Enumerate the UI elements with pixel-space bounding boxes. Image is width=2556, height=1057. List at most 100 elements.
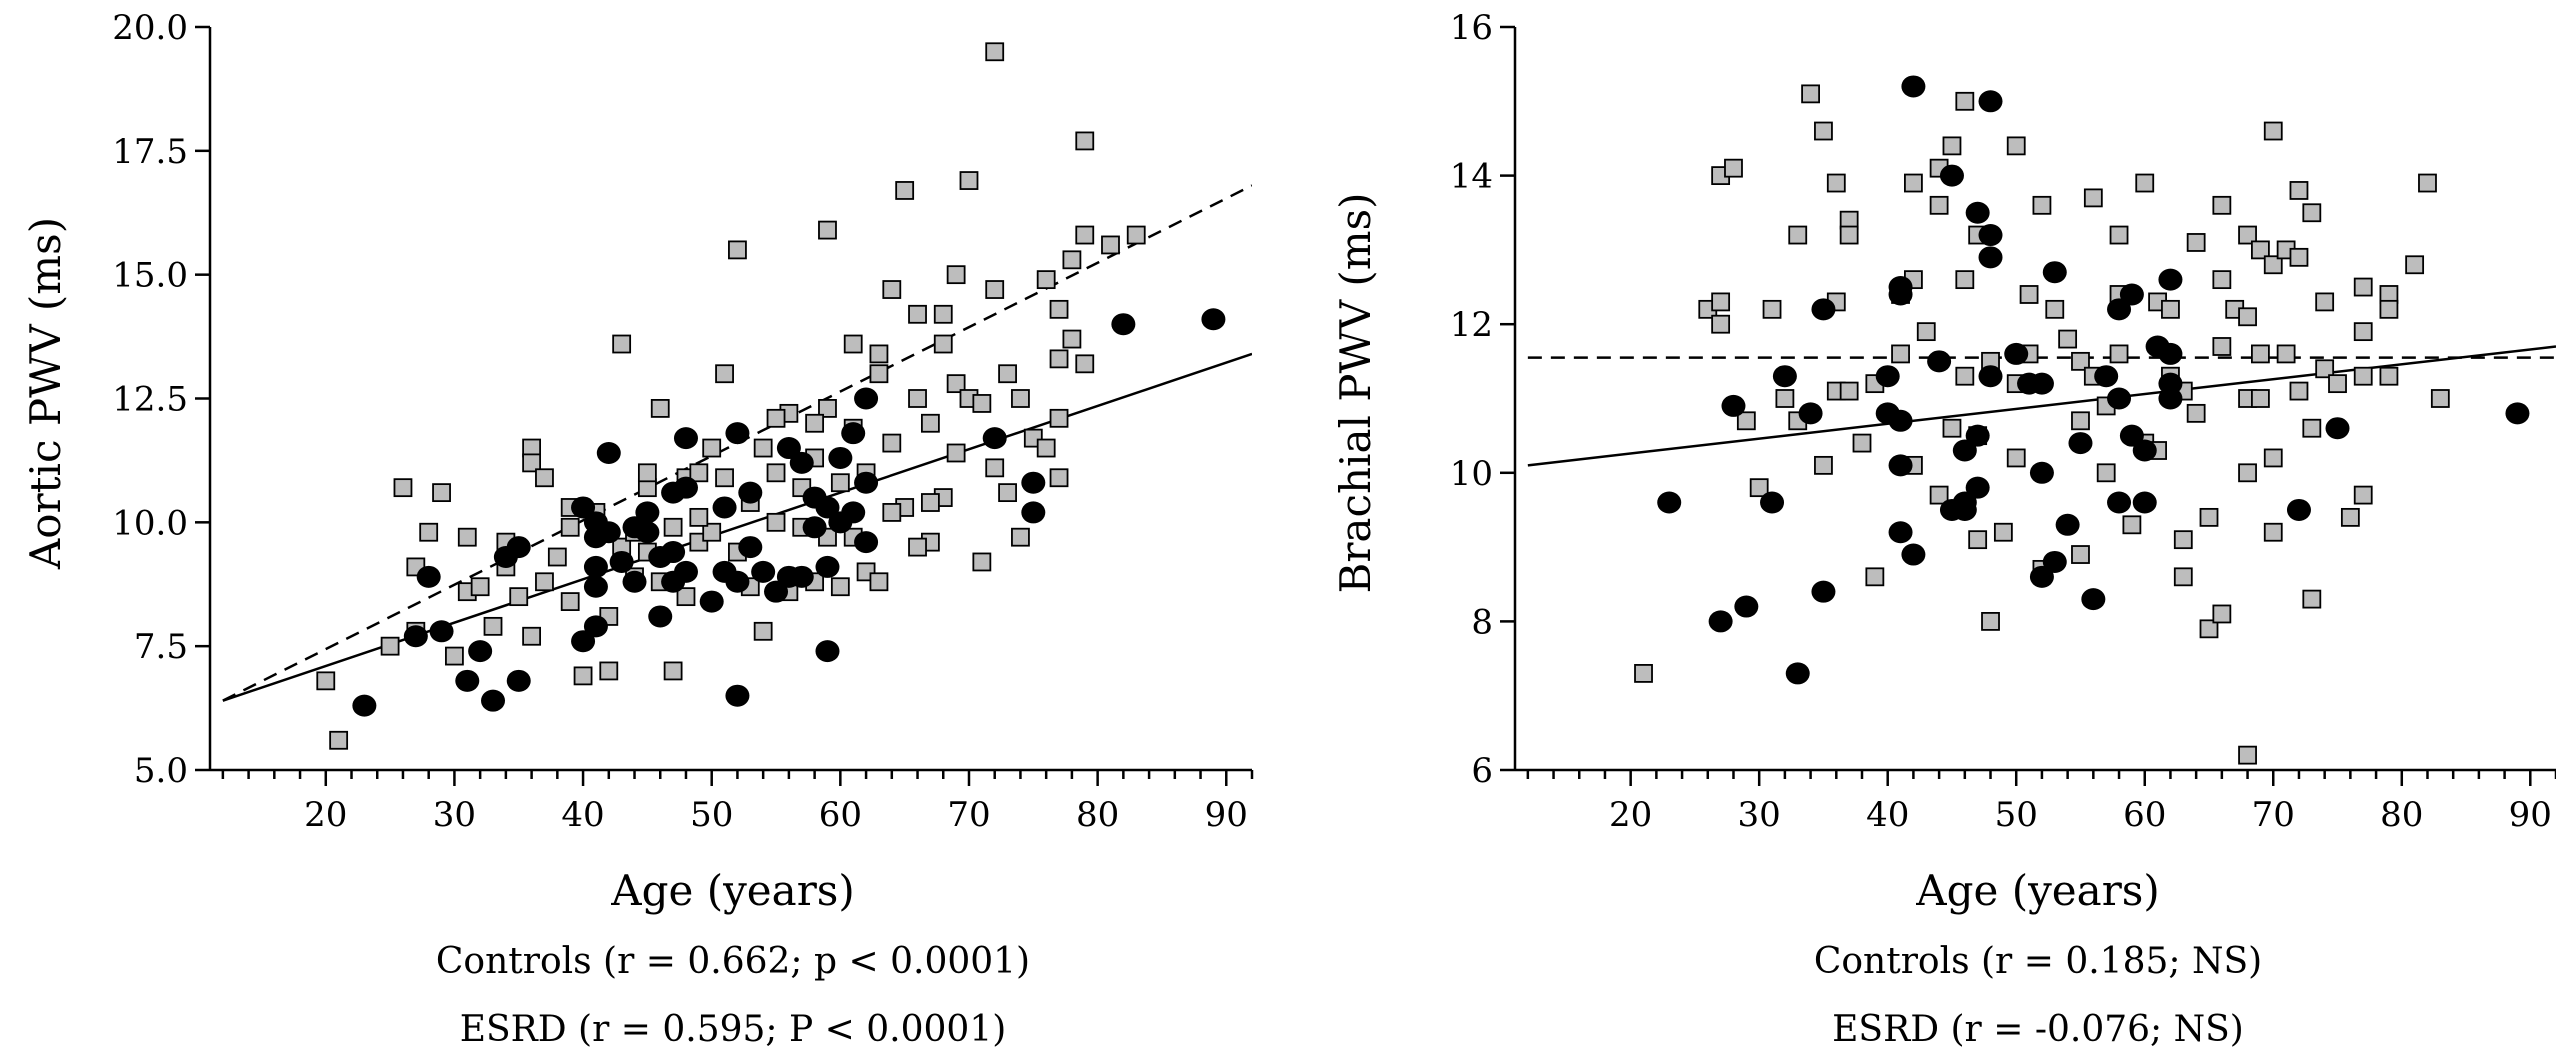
brachial-controls-point (2263, 448, 2283, 468)
brachial-controls-point (2161, 299, 2180, 319)
aortic-controls-point (419, 522, 439, 542)
brachial-esrd-point (1901, 75, 1926, 98)
brachial-controls-fit-line (1527, 345, 2556, 467)
brachial-y-tick-label: 14 (1450, 157, 1493, 197)
brachial-esrd-point (2068, 432, 2093, 455)
brachial-controls-point (1955, 366, 1975, 386)
aortic-esrd-point (854, 471, 879, 494)
brachial-controls-point (2212, 337, 2232, 356)
brachial-esrd-point (2325, 417, 2350, 440)
brachial-esrd-point (2094, 365, 2119, 388)
brachial-esrd-point (1888, 521, 1913, 544)
aortic-esrd-point (712, 496, 737, 519)
aortic-esrd-point (789, 451, 814, 474)
aortic-esrd-point (506, 669, 531, 692)
aortic-esrd-point (764, 580, 789, 603)
aortic-esrd-point (982, 427, 1007, 450)
aortic-controls-point (1126, 225, 1146, 245)
brachial-controls-point (2071, 351, 2090, 371)
brachial-esrd-point (2119, 283, 2144, 306)
brachial-controls-point (2071, 411, 2090, 431)
aortic-x-tick-label: 50 (690, 795, 733, 835)
brachial-esrd-point (1772, 365, 1797, 388)
brachial-esrd-point (1811, 298, 1836, 321)
brachial-controls-point (2302, 418, 2322, 438)
aortic-controls-point (818, 220, 837, 240)
brachial-controls-point (1826, 173, 1846, 193)
aortic-controls-point (946, 265, 966, 285)
brachial-controls-point (2109, 225, 2129, 245)
aortic-controls-point (522, 453, 542, 473)
brachial-esrd-point (1978, 224, 2003, 247)
brachial-controls-point (2315, 292, 2335, 312)
aortic-esrd-point (403, 625, 428, 648)
brachial-esrd-point (2107, 387, 2132, 410)
aortic-controls-point (1062, 329, 1082, 349)
aortic-controls-point (522, 626, 542, 646)
aortic-esrd-point (815, 640, 840, 663)
brachial-controls-point (1775, 389, 1795, 408)
brachial-esrd-point (2132, 439, 2157, 462)
brachial-esrd-point (1785, 662, 1810, 685)
brachial-controls-point (2302, 203, 2322, 223)
aortic-y-tick-label: 20.0 (112, 8, 188, 48)
aortic-controls-point (715, 468, 734, 488)
aortic-controls-point (985, 280, 1005, 299)
brachial-controls-point (2379, 299, 2399, 319)
brachial-controls-caption: Controls (r = 0.185; NS) (1814, 941, 2262, 982)
brachial-y-tick-label: 10 (1450, 454, 1493, 494)
brachial-controls-point (2251, 344, 2270, 364)
brachial-pwv-panel: Brachial PWV (ms) Age (years) Controls (… (1331, 8, 2556, 1050)
aortic-controls-point (329, 730, 349, 750)
brachial-controls-point (2186, 233, 2206, 252)
brachial-controls-point (1839, 225, 1859, 245)
brachial-esrd-point (1657, 491, 1682, 514)
brachial-controls-point (2238, 307, 2257, 327)
aortic-controls-point (689, 463, 709, 483)
brachial-controls-point (1981, 612, 2000, 631)
brachial-controls-point (1634, 664, 1653, 683)
brachial-esrd-point (2004, 342, 2029, 365)
aortic-x-axis-title: Age (years) (610, 866, 854, 915)
brachial-controls-point (2212, 195, 2232, 215)
aortic-esrd-point (583, 575, 608, 598)
brachial-controls-point (2276, 344, 2296, 364)
brachial-controls-point (2238, 745, 2257, 765)
aortic-esrd-point (468, 640, 493, 663)
brachial-controls-point (2315, 359, 2335, 379)
aortic-esrd-point (841, 422, 866, 445)
brachial-controls-point (2096, 463, 2116, 483)
aortic-esrd-point (1201, 308, 1226, 331)
brachial-controls-point (2430, 389, 2450, 408)
brachial-controls-point (2251, 389, 2270, 408)
aortic-controls-point (560, 592, 580, 611)
brachial-controls-point (2019, 285, 2039, 304)
aortic-esrd-point (429, 620, 454, 643)
brachial-controls-point (2122, 515, 2142, 535)
brachial-controls-point (1942, 418, 1962, 438)
aortic-controls-point (895, 181, 915, 200)
brachial-controls-point (1788, 225, 1808, 245)
brachial-controls-point (1724, 158, 1743, 178)
aortic-controls-point (753, 438, 773, 458)
aortic-controls-point (445, 646, 464, 666)
aortic-controls-point (882, 503, 902, 522)
aortic-esrd-point (1111, 313, 1136, 336)
aortic-controls-point (702, 522, 722, 542)
brachial-esrd-caption: ESRD (r = -0.076; NS) (1832, 1009, 2244, 1050)
aortic-controls-point (843, 334, 863, 354)
aortic-controls-point (869, 572, 889, 592)
brachial-controls-point (2251, 240, 2270, 260)
aortic-esrd-point (725, 422, 750, 445)
aortic-esrd-fit-line (222, 352, 1252, 702)
aortic-controls-point (830, 577, 850, 597)
brachial-controls-point (2173, 567, 2193, 587)
aortic-esrd-point (854, 531, 879, 554)
aortic-esrd-caption: ESRD (r = 0.595; P < 0.0001) (460, 1009, 1007, 1050)
brachial-controls-point (2289, 381, 2309, 401)
aortic-controls-point (689, 507, 709, 527)
brachial-controls-point (2212, 270, 2232, 290)
aortic-controls-point (470, 577, 490, 597)
aortic-controls-point (702, 438, 722, 458)
brachial-controls-point (1852, 433, 1872, 453)
